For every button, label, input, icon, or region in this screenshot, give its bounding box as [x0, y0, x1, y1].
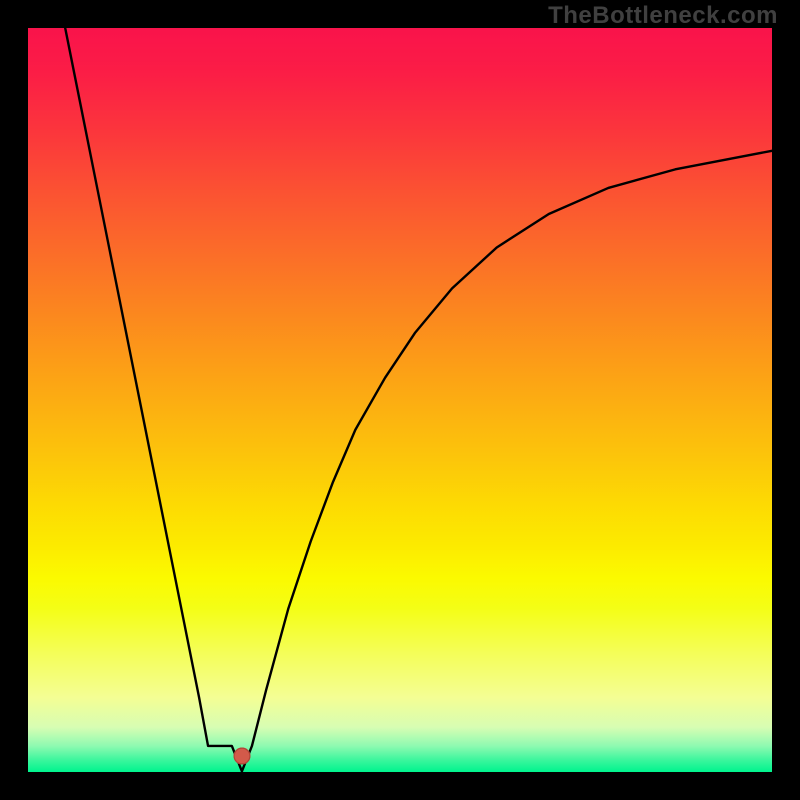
- chart-stage: TheBottleneck.com: [0, 0, 800, 800]
- watermark-text: TheBottleneck.com: [548, 2, 778, 30]
- optimal-point-marker: [233, 747, 250, 764]
- curve-layer: [0, 0, 800, 800]
- bottleneck-curve: [65, 28, 772, 771]
